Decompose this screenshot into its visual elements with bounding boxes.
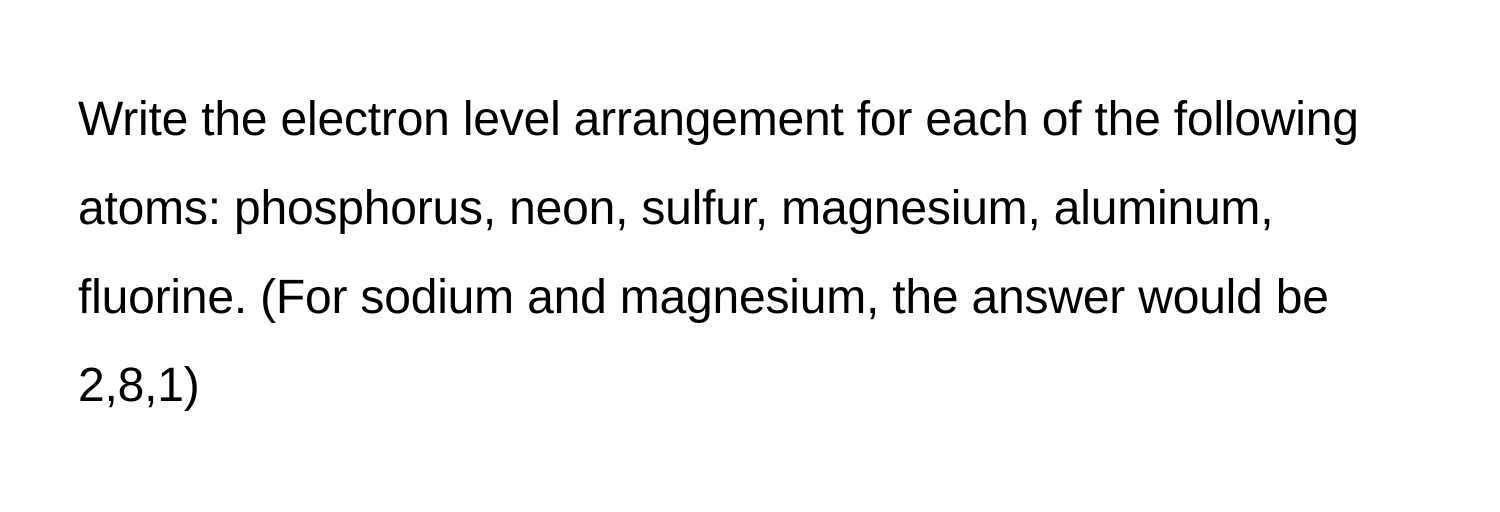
question-text: Write the electron level arrangement for… <box>78 76 1422 431</box>
